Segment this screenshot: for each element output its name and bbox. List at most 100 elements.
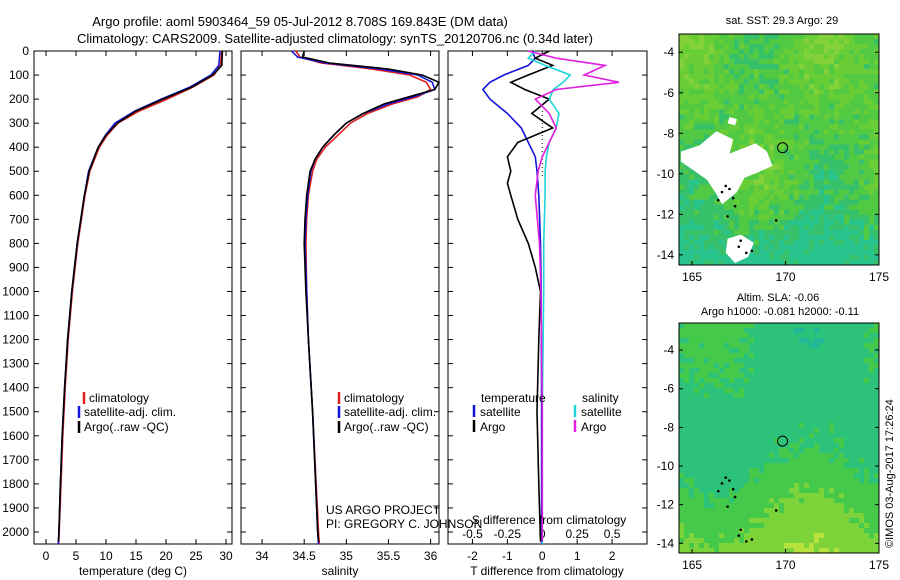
heatmap-cell bbox=[689, 353, 695, 359]
heatmap-cell bbox=[749, 483, 755, 489]
heatmap-cell bbox=[694, 94, 700, 100]
heatmap-cell bbox=[684, 493, 690, 499]
heatmap-cell bbox=[734, 503, 740, 509]
heatmap-cell bbox=[854, 39, 860, 45]
heatmap-cell bbox=[739, 54, 745, 60]
heatmap-cell bbox=[824, 378, 830, 384]
heatmap-cell bbox=[809, 358, 815, 364]
heatmap-cell bbox=[834, 403, 840, 409]
heatmap-cell bbox=[739, 119, 745, 125]
heatmap-cell bbox=[784, 74, 790, 80]
heatmap-cell bbox=[864, 408, 870, 414]
heatmap-cell bbox=[824, 129, 830, 135]
heatmap-cell bbox=[819, 54, 825, 60]
heatmap-cell bbox=[834, 184, 840, 190]
heatmap-cell bbox=[764, 89, 770, 95]
heatmap-cell bbox=[724, 209, 730, 216]
heatmap-cell bbox=[804, 79, 810, 85]
island-dot bbox=[750, 538, 754, 541]
heatmap-cell bbox=[859, 174, 865, 180]
heatmap-cell bbox=[834, 423, 840, 429]
heatmap-cell bbox=[769, 463, 775, 469]
heatmap-cell bbox=[794, 433, 800, 439]
heatmap-cell bbox=[764, 418, 770, 424]
heatmap-cell bbox=[834, 114, 840, 120]
heatmap-cell bbox=[849, 179, 855, 185]
heatmap-cell bbox=[714, 234, 720, 241]
heatmap-cell bbox=[689, 423, 695, 429]
heatmap-cell bbox=[824, 533, 830, 539]
heatmap-cell bbox=[749, 363, 755, 369]
heatmap-cell bbox=[774, 363, 780, 369]
heatmap-cell bbox=[809, 508, 815, 514]
heatmap-cell bbox=[759, 408, 765, 414]
heatmap-cell bbox=[824, 249, 830, 256]
heatmap-cell bbox=[719, 443, 725, 449]
legend-t-satellite-label: satellite bbox=[480, 405, 521, 419]
island-dot bbox=[728, 479, 731, 482]
heatmap-cell bbox=[864, 159, 870, 165]
heatmap-cell bbox=[864, 443, 870, 449]
heatmap-cell bbox=[734, 44, 740, 50]
depth-tick-label: 1200 bbox=[2, 333, 29, 347]
heatmap-cell bbox=[749, 49, 755, 55]
heatmap-cell bbox=[739, 468, 745, 474]
heatmap-cell bbox=[724, 328, 730, 334]
heatmap-cell bbox=[844, 473, 850, 479]
heatmap-cell bbox=[729, 328, 735, 334]
heatmap-cell bbox=[759, 114, 765, 120]
heatmap-cell bbox=[759, 59, 765, 65]
heatmap-cell bbox=[814, 338, 820, 344]
heatmap-cell bbox=[869, 89, 875, 95]
heatmap-cell bbox=[704, 199, 710, 206]
heatmap-cell bbox=[714, 443, 720, 449]
heatmap-cell bbox=[854, 219, 860, 226]
heatmap-cell bbox=[754, 388, 760, 394]
heatmap-cell bbox=[789, 398, 795, 404]
heatmap-cell bbox=[789, 428, 795, 434]
heatmap-cell bbox=[714, 543, 720, 549]
heatmap-cell bbox=[859, 59, 865, 65]
island-dot bbox=[750, 249, 754, 253]
heatmap-cell bbox=[874, 254, 880, 261]
heatmap-cell bbox=[699, 184, 705, 190]
heatmap-cell bbox=[759, 49, 765, 55]
heatmap-cell bbox=[864, 393, 870, 399]
heatmap-cell bbox=[779, 229, 785, 236]
heatmap-cell bbox=[759, 249, 765, 256]
heatmap-cell bbox=[824, 438, 830, 444]
heatmap-cell bbox=[684, 448, 690, 454]
heatmap-cell bbox=[864, 338, 870, 344]
island-dot bbox=[739, 528, 742, 532]
heatmap-cell bbox=[849, 164, 855, 170]
heatmap-cell bbox=[689, 114, 695, 120]
heatmap-cell bbox=[784, 169, 790, 175]
island-dot bbox=[731, 196, 735, 200]
heatmap-cell bbox=[729, 129, 735, 135]
heatmap-cell bbox=[859, 443, 865, 449]
heatmap-cell bbox=[794, 94, 800, 100]
heatmap-cell bbox=[834, 458, 840, 464]
heatmap-cell bbox=[844, 523, 850, 529]
heatmap-cell bbox=[729, 134, 735, 140]
heatmap-cell bbox=[814, 368, 820, 374]
heatmap-cell bbox=[739, 323, 745, 329]
heatmap-cell bbox=[799, 94, 805, 100]
heatmap-cell bbox=[789, 239, 795, 246]
x-tick: 25 bbox=[189, 51, 203, 563]
heatmap-cell bbox=[764, 323, 770, 329]
heatmap-cell bbox=[729, 368, 735, 374]
heatmap-cell bbox=[864, 259, 870, 266]
heatmap-cell bbox=[694, 139, 700, 145]
heatmap-cell bbox=[814, 513, 820, 519]
heatmap-cell bbox=[759, 538, 765, 544]
heatmap-cell bbox=[704, 493, 710, 499]
heatmap-cell bbox=[859, 159, 865, 165]
heatmap-cell bbox=[814, 418, 820, 424]
heatmap-cell bbox=[804, 548, 810, 554]
heatmap-cell bbox=[844, 468, 850, 474]
heatmap-cell bbox=[844, 408, 850, 414]
heatmap-cell bbox=[749, 503, 755, 509]
heatmap-cell bbox=[849, 224, 855, 231]
heatmap-cell bbox=[804, 398, 810, 404]
